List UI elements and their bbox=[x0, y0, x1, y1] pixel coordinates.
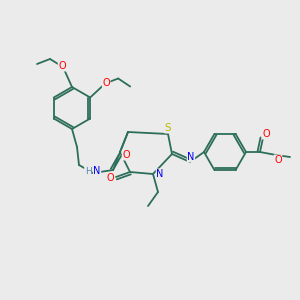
Text: S: S bbox=[165, 123, 171, 133]
Text: O: O bbox=[58, 61, 66, 71]
Text: H: H bbox=[85, 167, 92, 176]
Text: N: N bbox=[156, 169, 164, 179]
Text: N: N bbox=[93, 166, 101, 176]
Text: O: O bbox=[122, 150, 130, 160]
Text: O: O bbox=[106, 173, 114, 183]
Text: O: O bbox=[262, 129, 270, 139]
Text: O: O bbox=[274, 155, 282, 165]
Text: O: O bbox=[102, 77, 110, 88]
Text: N: N bbox=[187, 152, 195, 162]
